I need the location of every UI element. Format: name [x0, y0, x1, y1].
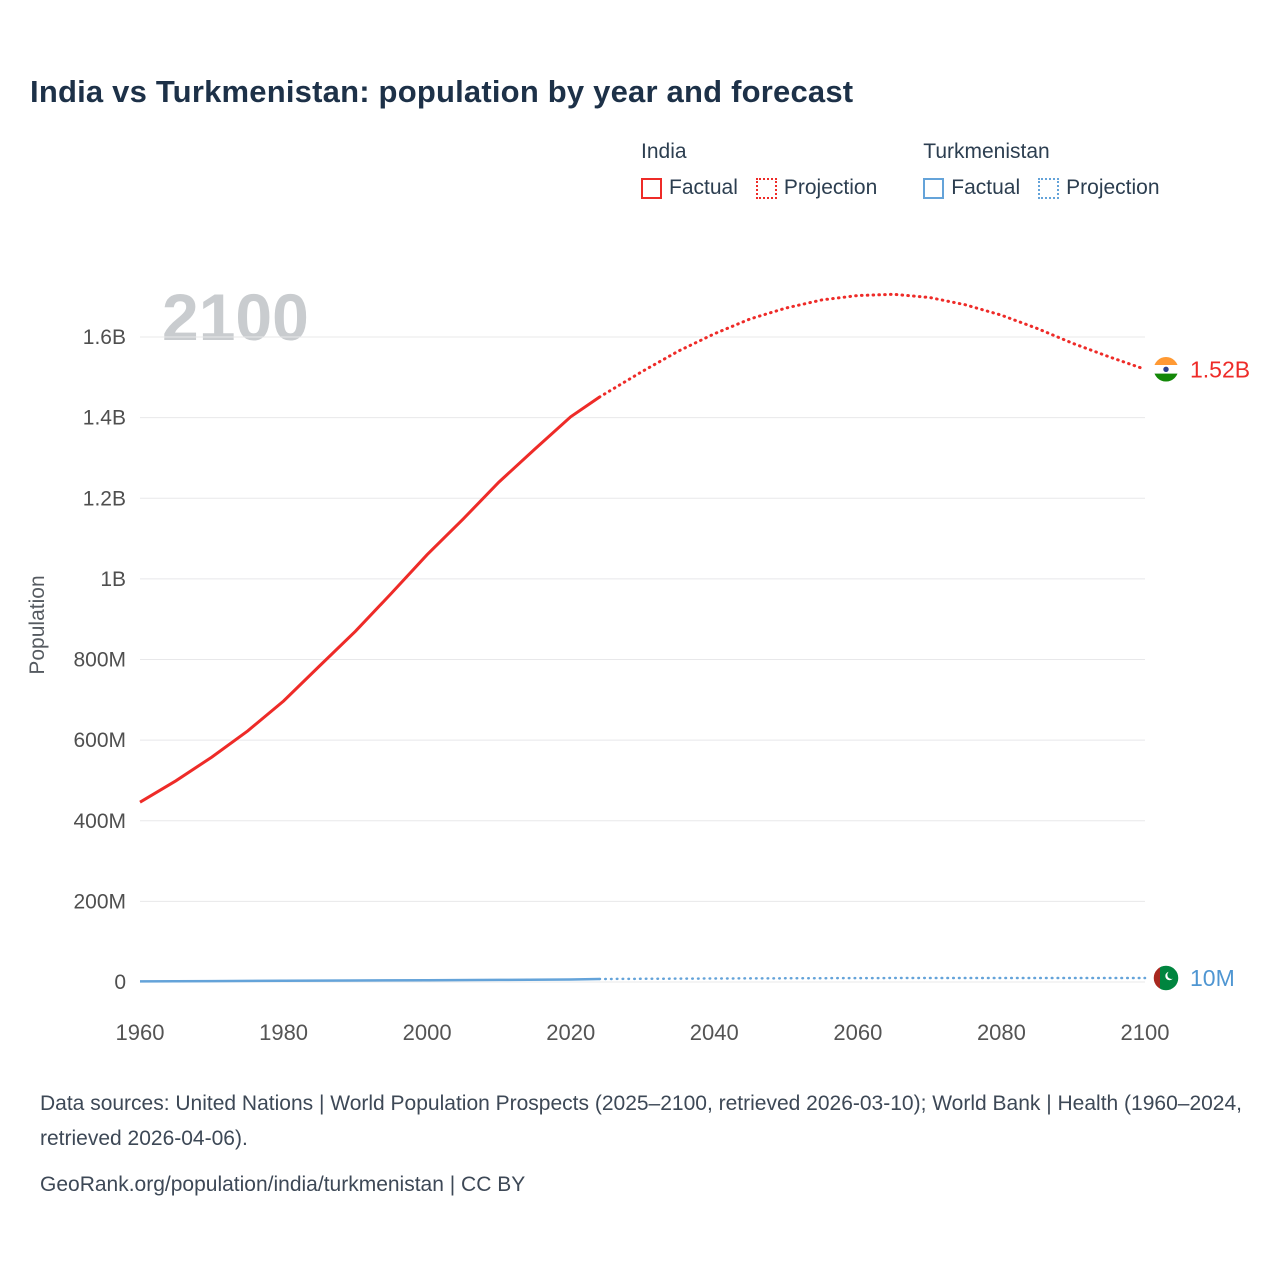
svg-text:2080: 2080	[977, 1020, 1026, 1045]
svg-text:1B: 1B	[100, 568, 126, 591]
series-end-labels: 1.52B 10M	[1152, 355, 1250, 992]
legend-items-india: Factual Projection	[641, 176, 877, 200]
attribution-text: GeoRank.org/population/india/turkmenista…	[40, 1172, 526, 1196]
legend-label-india-projection: Projection	[783, 176, 878, 199]
india-flag-marker: 1.52B	[1152, 355, 1250, 384]
x-axis-tick-labels: 1960 1980 2000 2020 2040 2060 2080 2100	[116, 1020, 1170, 1045]
svg-text:2100: 2100	[1121, 1020, 1170, 1045]
legend-item-india-factual[interactable]: Factual	[641, 176, 738, 200]
india-end-value: 1.52B	[1190, 356, 1250, 382]
svg-text:800M: 800M	[73, 649, 126, 672]
svg-text:2060: 2060	[833, 1020, 882, 1045]
legend-group-india: India Factual Projection	[641, 140, 877, 200]
legend-swatch-india-projection	[755, 177, 777, 199]
legend-group-title-india: India	[641, 140, 687, 163]
svg-text:1.6B: 1.6B	[83, 326, 126, 349]
svg-text:1.2B: 1.2B	[83, 487, 126, 510]
turkmenistan-flag-marker: 10M	[1152, 964, 1235, 992]
svg-text:1.4B: 1.4B	[83, 407, 126, 430]
svg-text:1960: 1960	[116, 1020, 165, 1045]
svg-text:0: 0	[114, 971, 126, 994]
svg-text:1980: 1980	[259, 1020, 308, 1045]
page-title: India vs Turkmenistan: population by yea…	[30, 74, 854, 109]
legend-label-turkmenistan-factual: Factual	[951, 176, 1021, 199]
y-axis-title: Population	[26, 575, 49, 674]
legend-label-turkmenistan-projection: Projection	[1066, 176, 1160, 199]
legend-item-turkmenistan-projection[interactable]: Projection	[1038, 176, 1160, 200]
legend-item-turkmenistan-factual[interactable]: Factual	[923, 176, 1020, 200]
series-turkmenistan-projection	[598, 976, 1147, 981]
series-india-factual	[139, 395, 601, 804]
legend-group-title-turkmenistan: Turkmenistan	[923, 140, 1050, 163]
series-india-projection	[597, 292, 1147, 399]
svg-text:600M: 600M	[73, 729, 126, 752]
legend-swatch-turkmenistan-factual	[923, 177, 945, 199]
legend-label-india-factual: Factual	[669, 176, 738, 199]
svg-text:2040: 2040	[690, 1020, 739, 1045]
legend-swatch-india-factual	[641, 177, 662, 199]
data-sources-text: Data sources: United Nations | World Pop…	[40, 1092, 1242, 1151]
y-axis-tick-labels: 0 200M 400M 600M 800M 1B 1.2B 1.4B 1.6B	[73, 326, 126, 994]
svg-text:2020: 2020	[546, 1020, 595, 1045]
legend-swatch-turkmenistan-projection	[1038, 177, 1060, 199]
chart-legend: India Factual Projection Turkmenistan Fa…	[641, 140, 1160, 200]
legend-items-turkmenistan: Factual Projection	[923, 176, 1160, 200]
chart-footer: Data sources: United Nations | World Pop…	[40, 1086, 1245, 1202]
turkmenistan-end-value: 10M	[1190, 965, 1235, 991]
series-lines	[139, 292, 1147, 983]
legend-group-turkmenistan: Turkmenistan Factual Projection	[923, 140, 1160, 200]
svg-text:400M: 400M	[73, 810, 126, 833]
svg-text:2000: 2000	[403, 1020, 452, 1045]
gridlines	[140, 336, 1145, 983]
legend-item-india-projection[interactable]: Projection	[755, 176, 878, 200]
svg-text:200M: 200M	[73, 890, 126, 913]
watermark-year: 2100	[162, 280, 309, 354]
series-turkmenistan-factual	[139, 977, 600, 983]
